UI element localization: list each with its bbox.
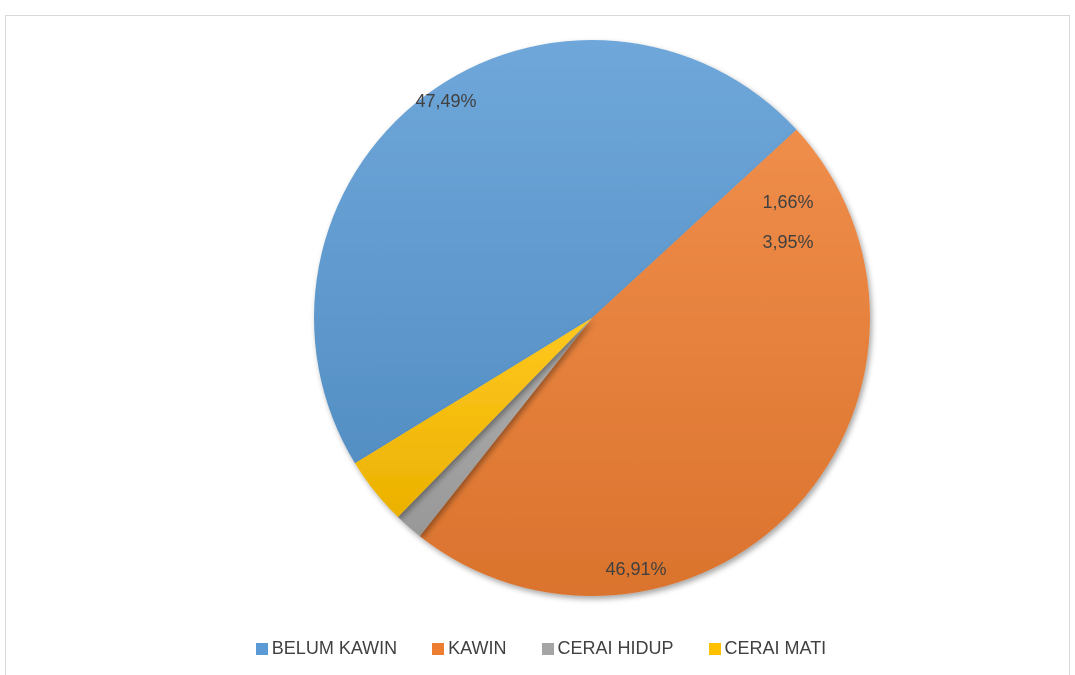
data-label-kawin: 47,49%: [415, 91, 476, 111]
legend-item-kawin: KAWIN: [432, 638, 507, 659]
pie-slice-belum-kawin: [314, 40, 797, 464]
legend-swatch-belum-kawin: [255, 642, 268, 655]
legend-swatch-kawin: [432, 642, 445, 655]
data-label-belum-kawin: 46,91%: [605, 559, 666, 579]
legend-item-cerai-mati: CERAI MATI: [708, 638, 827, 659]
legend-swatch-cerai-hidup: [541, 642, 554, 655]
legend-label-cerai-mati: CERAI MATI: [724, 638, 827, 658]
legend: BELUM KAWIN KAWIN CERAI HIDUP CERAI MATI: [6, 638, 1071, 659]
pie-chart: 46,91% 47,49% 1,66% 3,95%: [314, 40, 871, 597]
legend-label-kawin: KAWIN: [448, 638, 507, 658]
pie-slice-cerai-mati: [354, 318, 592, 518]
legend-item-belum-kawin: BELUM KAWIN: [255, 638, 398, 659]
pie-slice-kawin: [419, 129, 871, 597]
data-label-cerai-mati: 3,95%: [762, 232, 813, 252]
chart-area: 46,91% 47,49% 1,66% 3,95% BELUM KAWIN KAWIN…: [5, 15, 1070, 675]
legend-swatch-cerai-mati: [708, 642, 721, 655]
legend-label-belum-kawin: BELUM KAWIN: [271, 638, 398, 658]
data-label-cerai-hidup: 1,66%: [762, 192, 813, 212]
pie-slice-cerai-hidup: [397, 318, 592, 537]
legend-label-cerai-hidup: CERAI HIDUP: [557, 638, 674, 658]
legend-item-cerai-hidup: CERAI HIDUP: [541, 638, 674, 659]
